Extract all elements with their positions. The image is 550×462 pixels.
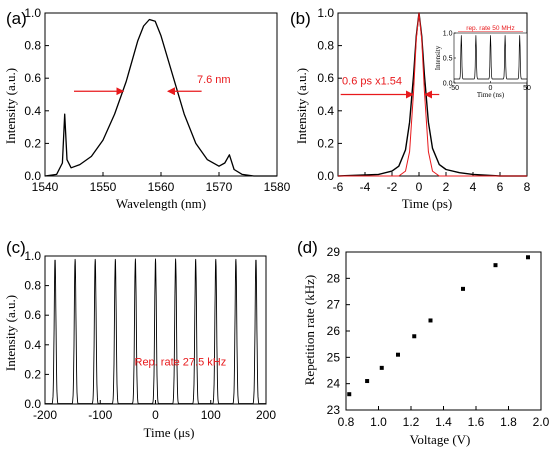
panel-d: (d) 0.8 1.0 1.2 1.4 1.6 1.8 2.023242526272829 …	[297, 238, 550, 447]
x-tick-label: 8	[524, 180, 531, 194]
inset-pulse-line	[454, 35, 527, 80]
x-tick-label: 1560	[148, 180, 175, 194]
y-tick-label: 0.6	[24, 308, 41, 322]
spectrum-line	[44, 18, 277, 177]
y-tick-label: 0.8	[24, 279, 41, 293]
x-tick-label: 200	[256, 408, 276, 422]
x-axis-label-c: Time (μs)	[144, 425, 195, 440]
y-axis-label-a: Intensity (a.u.)	[3, 68, 18, 144]
y-tick-label: 25	[327, 350, 341, 364]
plot-frame	[337, 12, 528, 177]
panel-label-d: (d)	[297, 238, 318, 257]
x-tick-label: -2	[387, 180, 398, 194]
y-tick-label: 27	[327, 298, 341, 312]
x-tick-label: -4	[360, 180, 371, 194]
data-point	[365, 379, 370, 384]
y-axis-label-c: Intensity (a.u.)	[3, 295, 18, 371]
inset-y-tick-label: 0.5	[443, 56, 453, 63]
x-tick-label: -100	[88, 408, 112, 422]
panel-c: (c) -200 -100 0 100 200 0.0 0.2 0.4 0.6 0.8 1.0 Rep…	[3, 238, 276, 440]
y-tick-label: 1.0	[317, 6, 334, 20]
plot-area-a: 1540 1550 1560 1570 1580 0.0 0.2 0.4 0.6 0.8 1.0 7.…	[24, 6, 290, 194]
x-tick-label: 1.0	[370, 415, 387, 429]
pulse-train-line	[44, 258, 267, 405]
y-axis-label-d: Repetition rate (kHz)	[302, 275, 317, 385]
inset-x-tick-label: 50	[523, 85, 531, 92]
data-point	[412, 334, 417, 339]
x-tick-label: -200	[33, 408, 57, 422]
x-tick-label: 0.8	[338, 415, 355, 429]
plot-area-c: -200 -100 0 100 200 0.0 0.2 0.4 0.6 0.8 1.0 Rep. ra…	[24, 249, 276, 422]
inset-x-tick-label: -50	[449, 85, 459, 92]
x-tick-label: 1.2	[403, 415, 420, 429]
panel-label-c: (c)	[6, 238, 26, 257]
inset-annotation: rep. rate 50 MHz	[466, 25, 514, 32]
data-point	[379, 365, 384, 370]
y-tick-label: 0.0	[24, 397, 41, 411]
y-tick-label: 0.4	[24, 104, 41, 118]
panel-a: (a) 1540 1550 1560 1570 15800.00.20.40.60.81…	[3, 6, 291, 211]
x-axis-label-a: Wavelength (nm)	[116, 196, 206, 211]
y-tick-label: 1.0	[24, 6, 41, 20]
y-tick-label: 26	[327, 324, 341, 338]
rep-rate-annotation: Rep. rate 27.5 kHz	[135, 357, 227, 369]
y-tick-label: 0.6	[317, 71, 334, 85]
x-tick-label: 1.4	[435, 415, 452, 429]
panel-label-a: (a)	[6, 9, 27, 28]
data-point	[396, 352, 400, 357]
plot-frame	[345, 251, 542, 411]
inset-y-tick-label: 0.0	[443, 81, 453, 88]
plot-area-d: 0.8 1.0 1.2 1.4 1.6 1.8 2.0 23 24 25 26 27 28 29	[327, 245, 550, 429]
x-tick-label: 2.0	[533, 415, 550, 429]
x-tick-label: -6	[333, 180, 344, 194]
y-tick-label: 29	[327, 245, 341, 259]
y-tick-label: 24	[327, 377, 341, 391]
x-tick-label: 1.6	[468, 415, 485, 429]
x-tick-label: 1580	[264, 180, 291, 194]
y-tick-label: 0.0	[24, 169, 41, 183]
x-axis-label-b: Time (ps)	[402, 196, 452, 211]
y-tick-label: 0.2	[317, 136, 334, 150]
y-tick-label: 28	[327, 271, 341, 285]
x-tick-label: 2	[443, 180, 450, 194]
x-axis-label-d: Voltage (V)	[410, 432, 471, 447]
plot-area-b: -6 -4 -2 0 2 4 6 8 0.0 0.2 0.4 0.6 0.8 1.0 0.6 ps x1.5…	[317, 6, 530, 194]
y-tick-label: 0.4	[24, 338, 41, 352]
inset-b: -50 0 50 0.0 0.5 1.0 rep. rate 50 MHz Time (ns)…	[434, 25, 531, 99]
x-tick-label: 0	[416, 180, 423, 194]
inset-y-tick-label: 1.0	[443, 31, 453, 38]
x-tick-label: 0	[152, 408, 159, 422]
fit-line	[338, 12, 527, 177]
y-tick-label: 0.4	[317, 104, 334, 118]
x-tick-label: 1570	[206, 180, 233, 194]
x-tick-label: 100	[201, 408, 221, 422]
inset-x-axis-label: Time (ns)	[477, 91, 505, 99]
width-annotation: 0.6 ps x1.54	[342, 76, 402, 88]
y-axis-label-b: Intensity (a.u.)	[294, 68, 309, 144]
data-point	[428, 318, 433, 323]
y-tick-label: 0.2	[24, 136, 41, 150]
y-tick-label: 0.0	[317, 169, 334, 183]
inset-y-axis-label: Intensity	[434, 45, 442, 70]
x-tick-label: 6	[497, 180, 504, 194]
x-tick-label: 1550	[90, 180, 117, 194]
panel-b: (b) -6 -4 -2 0 2 4 6 8 0.0 0.2 0.4 0.6 0.8 1.0 0.6 ps …	[290, 6, 531, 211]
y-tick-label: 0.2	[24, 367, 41, 381]
y-tick-label: 1.0	[24, 249, 41, 263]
x-tick-label: 1540	[32, 180, 59, 194]
y-tick-label: 0.8	[317, 39, 334, 53]
y-tick-label: 23	[327, 403, 341, 417]
inset-x-tick-label: 0	[489, 85, 493, 92]
y-tick-label: 0.6	[24, 71, 41, 85]
data-point	[526, 255, 530, 260]
x-tick-label: 1.8	[500, 415, 517, 429]
fwhm-annotation: 7.6 nm	[197, 74, 231, 86]
data-point	[347, 392, 352, 397]
data-point	[461, 286, 465, 291]
data-point	[493, 263, 498, 268]
y-tick-label: 0.8	[24, 39, 41, 53]
x-tick-label: 4	[470, 180, 477, 194]
panel-label-b: (b)	[290, 9, 311, 28]
